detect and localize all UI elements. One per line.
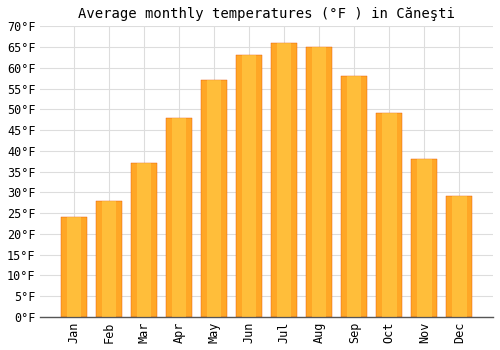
Bar: [306, 47, 332, 317]
Bar: [137, 163, 152, 317]
Bar: [271, 43, 297, 317]
Title: Average monthly temperatures (°F ) in Căneşti: Average monthly temperatures (°F ) in Că…: [78, 7, 455, 21]
Bar: [417, 159, 432, 317]
Bar: [376, 113, 402, 317]
Bar: [201, 80, 228, 317]
Bar: [277, 43, 291, 317]
Bar: [341, 76, 367, 317]
Bar: [347, 76, 362, 317]
Bar: [446, 196, 472, 317]
Bar: [67, 217, 81, 317]
Bar: [131, 163, 157, 317]
Bar: [242, 55, 256, 317]
Bar: [207, 80, 222, 317]
Bar: [166, 118, 192, 317]
Bar: [61, 217, 87, 317]
Bar: [312, 47, 326, 317]
Bar: [452, 196, 466, 317]
Bar: [411, 159, 438, 317]
Bar: [102, 201, 117, 317]
Bar: [382, 113, 396, 317]
Bar: [172, 118, 186, 317]
Bar: [96, 201, 122, 317]
Bar: [236, 55, 262, 317]
